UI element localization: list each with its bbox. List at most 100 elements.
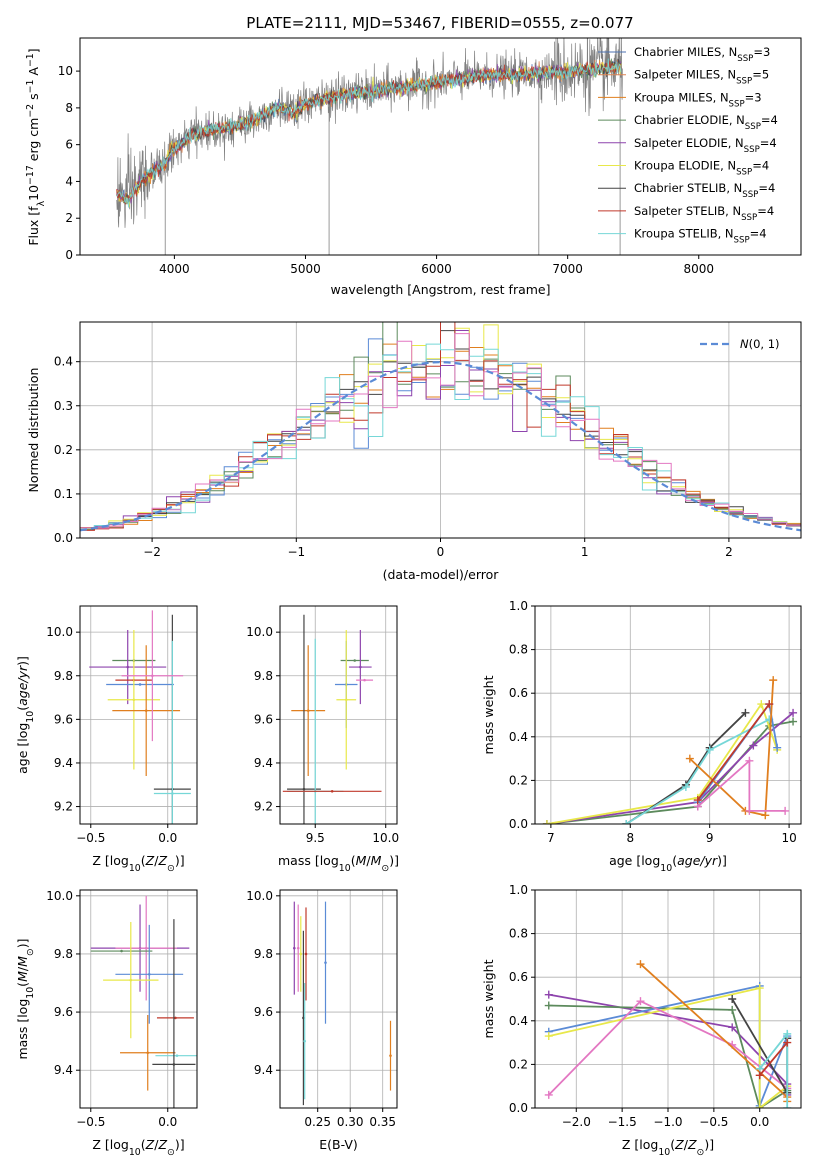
x-tick-label: 8000 [683,262,714,276]
x-axis-label: Z [log10(Z/Z⊙)] [92,1137,184,1158]
weight-marker [741,708,750,717]
y-tick-label: 10.0 [46,889,73,903]
weight-marker [693,796,702,805]
legend-entry: Salpeter STELIB, NSSP=4 [634,204,774,223]
y-tick-label: 9.2 [254,800,273,814]
y-tick-label: 10.0 [246,889,273,903]
axes-frame-spectrum [79,37,802,256]
data-point [293,946,296,950]
legend-entry: Chabrier ELODIE, NSSP=4 [634,113,778,132]
weight-marker [755,1071,764,1080]
weight-marker [622,820,631,824]
x-axis-label: Z [log10(Z/Z⊙)] [622,1137,714,1158]
weight-marker [728,995,737,1003]
y-tick-label: 4 [65,174,73,188]
data-point [120,949,123,953]
weight-marker [544,1090,553,1099]
x-tick-label: 2 [725,545,733,559]
weight-marker [636,960,645,969]
legend-entry: N(0, 1) [740,337,780,351]
x-tick-label: −1.0 [653,1115,682,1129]
axes-frame-age_vs_mass [279,605,398,825]
y-tick-label: 9.8 [54,947,73,961]
x-tick-label: 4000 [159,262,190,276]
x-tick-label: 6000 [421,262,452,276]
weight-marker [728,1005,737,1014]
weight-marker [783,1038,792,1047]
weight-marker [769,676,778,685]
weight-marker [789,708,798,717]
weight-marker [761,811,770,820]
y-tick-label: 9.8 [254,947,273,961]
x-tick-label: 0.35 [369,1115,396,1129]
data-point [302,1016,305,1020]
weight-line-1 [546,712,794,824]
x-axis-label: E(B-V) [319,1137,358,1152]
x-tick-label: 0.30 [337,1115,364,1129]
data-point [144,946,148,950]
plot-area-weight_vs_Z [544,960,792,1108]
x-axis-label: (data-model)/error [383,567,500,582]
y-tick-label: 0 [65,248,73,262]
y-tick-label: 9.8 [254,669,273,683]
data-point [132,698,136,702]
x-tick-label: 0 [437,545,445,559]
y-tick-label: 6 [65,138,73,152]
y-tick-label: 9.6 [54,1005,73,1019]
y-tick-label: 10.0 [46,625,73,639]
y-tick-label: 0.2 [509,1057,528,1071]
x-tick-label: 0.0 [158,1115,177,1129]
data-point [302,787,306,791]
weight-marker [755,1104,764,1108]
x-tick-label: −2.0 [562,1115,591,1129]
observed-spectrum [116,38,623,228]
weight-line-8 [759,1042,788,1076]
plot-area-age_vs_Z [89,610,191,824]
y-tick-label: 0.6 [509,970,528,984]
y-tick-label: 0.0 [54,531,73,545]
x-tick-label: 0.0 [158,831,177,845]
data-point [138,683,142,686]
plot-area-mass_vs_EBV [293,901,392,1106]
histogram-step-8 [80,333,801,529]
weight-line-4 [625,718,770,824]
data-point [174,1016,177,1020]
y-tick-label: 0.4 [54,355,73,369]
weight-marker [728,1023,737,1032]
data-point [303,1039,307,1043]
y-tick-label: 0.4 [509,1014,528,1028]
y-tick-label: 9.6 [254,712,273,726]
plot-area-mass_vs_Z [90,895,197,1108]
y-axis-label: Normed distribution [26,368,41,493]
y-tick-label: 9.6 [254,1005,273,1019]
weight-marker [755,984,764,993]
y-tick-label: 1.0 [509,599,528,613]
axes-age_vs_mass [276,606,397,828]
legend-entry: Chabrier MILES, NSSP=3 [634,45,770,64]
y-tick-label: 9.4 [254,1063,273,1077]
weight-line-6 [689,680,775,817]
weight-marker [783,1029,792,1038]
x-tick-label: 8 [626,831,634,845]
x-axis-label: Z [log10(Z/Z⊙)] [92,853,184,874]
data-point [363,678,366,682]
weight-marker [542,820,551,824]
weight-line-7 [697,758,786,812]
x-tick-label: 7000 [552,262,583,276]
figure-title: PLATE=2111, MJD=53467, FIBERID=0555, z=0… [246,14,633,32]
axes-spectrum [76,70,700,259]
y-tick-label: 0.2 [54,443,73,457]
y-tick-label: 0.0 [509,1101,528,1115]
y-tick-label: 9.4 [54,1063,73,1077]
data-point [126,665,130,669]
y-axis-label: mass weight [481,959,496,1038]
data-point [344,698,348,702]
weight-marker [781,806,790,815]
x-axis-label: mass [log10(M/M⊙)] [278,853,399,874]
x-tick-label: 0.0 [750,1115,769,1129]
x-tick-label: 0.25 [304,1115,331,1129]
weight-marker [749,741,758,750]
x-tick-label: −1.5 [608,1115,637,1129]
y-tick-label: 0.3 [54,399,73,413]
